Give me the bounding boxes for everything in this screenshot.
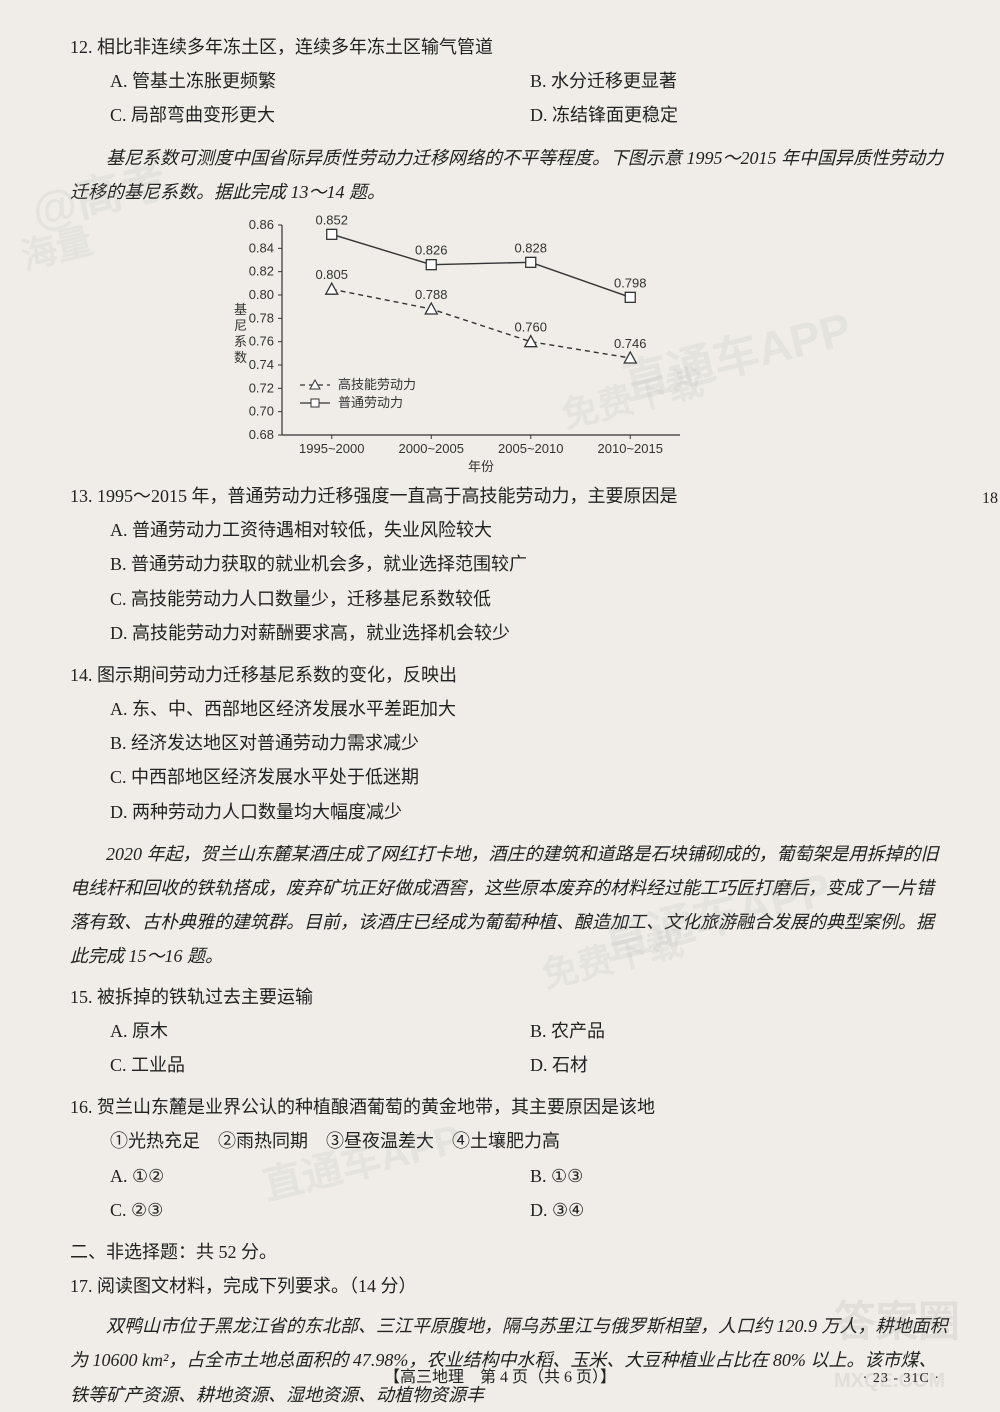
q12-optB: B. 水分迁移更显著: [530, 64, 950, 98]
q16-choices: ①光热充足 ②雨热同期 ③昼夜温差大 ④土壤肥力高: [70, 1124, 950, 1158]
q13-stem: 13. 1995～2015 年，普通劳动力迁移强度一直高于高技能劳动力，主要原因…: [70, 479, 950, 513]
watermark-text: 答案圈: [834, 1298, 960, 1345]
page-footer: 【高三地理 第 4 页（共 6 页）】: [0, 1363, 1000, 1387]
question-15: 15. 被拆掉的铁轨过去主要运输 A. 原木 B. 农产品 C. 工业品 D. …: [70, 980, 950, 1083]
svg-text:0.86: 0.86: [249, 217, 274, 232]
q14-optD: D. 两种劳动力人口数量均大幅度减少: [110, 795, 950, 829]
question-12: 12. 相比非连续多年冻土区，连续多年冻土区输气管道 A. 管基土冻胀更频繁 B…: [70, 30, 950, 133]
q15-optD: D. 石材: [530, 1048, 950, 1082]
svg-text:1995~2000: 1995~2000: [299, 441, 364, 456]
q13-optD: D. 高技能劳动力对薪酬要求高，就业选择机会较少: [110, 616, 950, 650]
svg-text:基: 基: [234, 302, 247, 317]
q14-optC: C. 中西部地区经济发展水平处于低迷期: [110, 760, 950, 794]
q15-options: A. 原木 B. 农产品 C. 工业品 D. 石材: [70, 1014, 950, 1082]
question-14: 14. 图示期间劳动力迁移基尼系数的变化，反映出 A. 东、中、西部地区经济发展…: [70, 658, 950, 829]
q12-optD: D. 冻结锋面更稳定: [530, 98, 950, 132]
svg-text:尼: 尼: [234, 318, 247, 333]
passage-winery: 2020 年起，贺兰山东麓某酒庄成了网红打卡地，酒庄的建筑和道路是石块铺砌成的，…: [70, 837, 950, 974]
svg-text:0.826: 0.826: [415, 243, 448, 258]
q13-options: A. 普通劳动力工资待遇相对较低，失业风险较大 B. 普通劳动力获取的就业机会多…: [70, 513, 950, 650]
q14-stem: 14. 图示期间劳动力迁移基尼系数的变化，反映出: [70, 658, 950, 692]
svg-text:年份: 年份: [468, 459, 494, 474]
svg-text:0.760: 0.760: [514, 320, 547, 335]
svg-text:0.72: 0.72: [249, 380, 274, 395]
q14-options: A. 东、中、西部地区经济发展水平差距加大 B. 经济发达地区对普通劳动力需求减…: [70, 692, 950, 829]
svg-text:0.68: 0.68: [249, 427, 274, 442]
q16-optB: B. ①③: [530, 1159, 950, 1193]
svg-text:普通劳动力: 普通劳动力: [338, 395, 403, 410]
q13-optC: C. 高技能劳动力人口数量少，迁移基尼系数较低: [110, 582, 950, 616]
q16-stem: 16. 贺兰山东麓是业界公认的种植酿酒葡萄的黄金地带，其主要原因是该地: [70, 1090, 950, 1124]
svg-text:0.82: 0.82: [249, 264, 274, 279]
svg-text:0.74: 0.74: [249, 357, 274, 372]
q14-optA: A. 东、中、西部地区经济发展水平差距加大: [110, 692, 950, 726]
q15-optA: A. 原木: [110, 1014, 530, 1048]
gini-chart-svg: 0.68 0.70 0.72 0.74 0.76 0.78 0.80 0.82 0.84 0.86…: [220, 215, 700, 475]
q13-optB: B. 普通劳动力获取的就业机会多，就业选择范围较广: [110, 547, 950, 581]
q16-optD: D. ③④: [530, 1193, 950, 1227]
q17-stem: 17. 阅读图文材料，完成下列要求。（14 分）: [70, 1269, 950, 1303]
q17-body: 双鸭山市位于黑龙江省的东北部、三江平原腹地，隔乌苏里江与俄罗斯相望，人口约 12…: [70, 1309, 950, 1412]
svg-text:0.78: 0.78: [249, 310, 274, 325]
svg-text:2010~2015: 2010~2015: [598, 441, 663, 456]
svg-text:0.805: 0.805: [315, 267, 348, 282]
page-footer-code: · 23 - 31C ·: [863, 1371, 940, 1387]
passage-gini: 基尼系数可测度中国省际异质性劳动力迁移网络的不平等程度。下图示意 1995～20…: [70, 141, 950, 209]
question-13: 13. 1995～2015 年，普通劳动力迁移强度一直高于高技能劳动力，主要原因…: [70, 479, 950, 650]
q16-options: A. ①② B. ①③ C. ②③ D. ③④: [70, 1159, 950, 1227]
q12-optA: A. 管基土冻胀更频繁: [110, 64, 530, 98]
gini-chart: 0.68 0.70 0.72 0.74 0.76 0.78 0.80 0.82 0.84 0.86…: [220, 215, 700, 475]
q15-stem: 15. 被拆掉的铁轨过去主要运输: [70, 980, 950, 1014]
q16-optC: C. ②③: [110, 1193, 530, 1227]
q16-optA: A. ①②: [110, 1159, 530, 1193]
svg-text:0.80: 0.80: [249, 287, 274, 302]
svg-text:0.76: 0.76: [249, 334, 274, 349]
svg-text:0.70: 0.70: [249, 404, 274, 419]
svg-text:0.746: 0.746: [614, 336, 647, 351]
side-page-mark: 18: [982, 490, 998, 508]
svg-text:2005~2010: 2005~2010: [498, 441, 563, 456]
question-16: 16. 贺兰山东麓是业界公认的种植酿酒葡萄的黄金地带，其主要原因是该地 ①光热充…: [70, 1090, 950, 1227]
q13-optA: A. 普通劳动力工资待遇相对较低，失业风险较大: [110, 513, 950, 547]
svg-text:2000~2005: 2000~2005: [399, 441, 464, 456]
svg-text:系: 系: [234, 334, 247, 349]
svg-text:数: 数: [234, 350, 247, 365]
svg-text:高技能劳动力: 高技能劳动力: [338, 377, 416, 392]
q14-optB: B. 经济发达地区对普通劳动力需求减少: [110, 726, 950, 760]
q12-optC: C. 局部弯曲变形更大: [110, 98, 530, 132]
watermark: 海量: [15, 212, 97, 280]
question-17: 17. 阅读图文材料，完成下列要求。（14 分） 双鸭山市位于黑龙江省的东北部、…: [70, 1269, 950, 1412]
svg-text:0.828: 0.828: [514, 240, 547, 255]
svg-text:0.788: 0.788: [415, 287, 448, 302]
q12-stem: 12. 相比非连续多年冻土区，连续多年冻土区输气管道: [70, 30, 950, 64]
q15-optC: C. 工业品: [110, 1048, 530, 1082]
svg-text:0.84: 0.84: [249, 240, 274, 255]
q15-optB: B. 农产品: [530, 1014, 950, 1048]
svg-text:0.798: 0.798: [614, 275, 647, 290]
section-2-header: 二、非选择题：共 52 分。: [70, 1235, 950, 1269]
svg-text:0.852: 0.852: [315, 215, 348, 227]
q12-options: A. 管基土冻胀更频繁 B. 水分迁移更显著 C. 局部弯曲变形更大 D. 冻结…: [70, 64, 950, 132]
